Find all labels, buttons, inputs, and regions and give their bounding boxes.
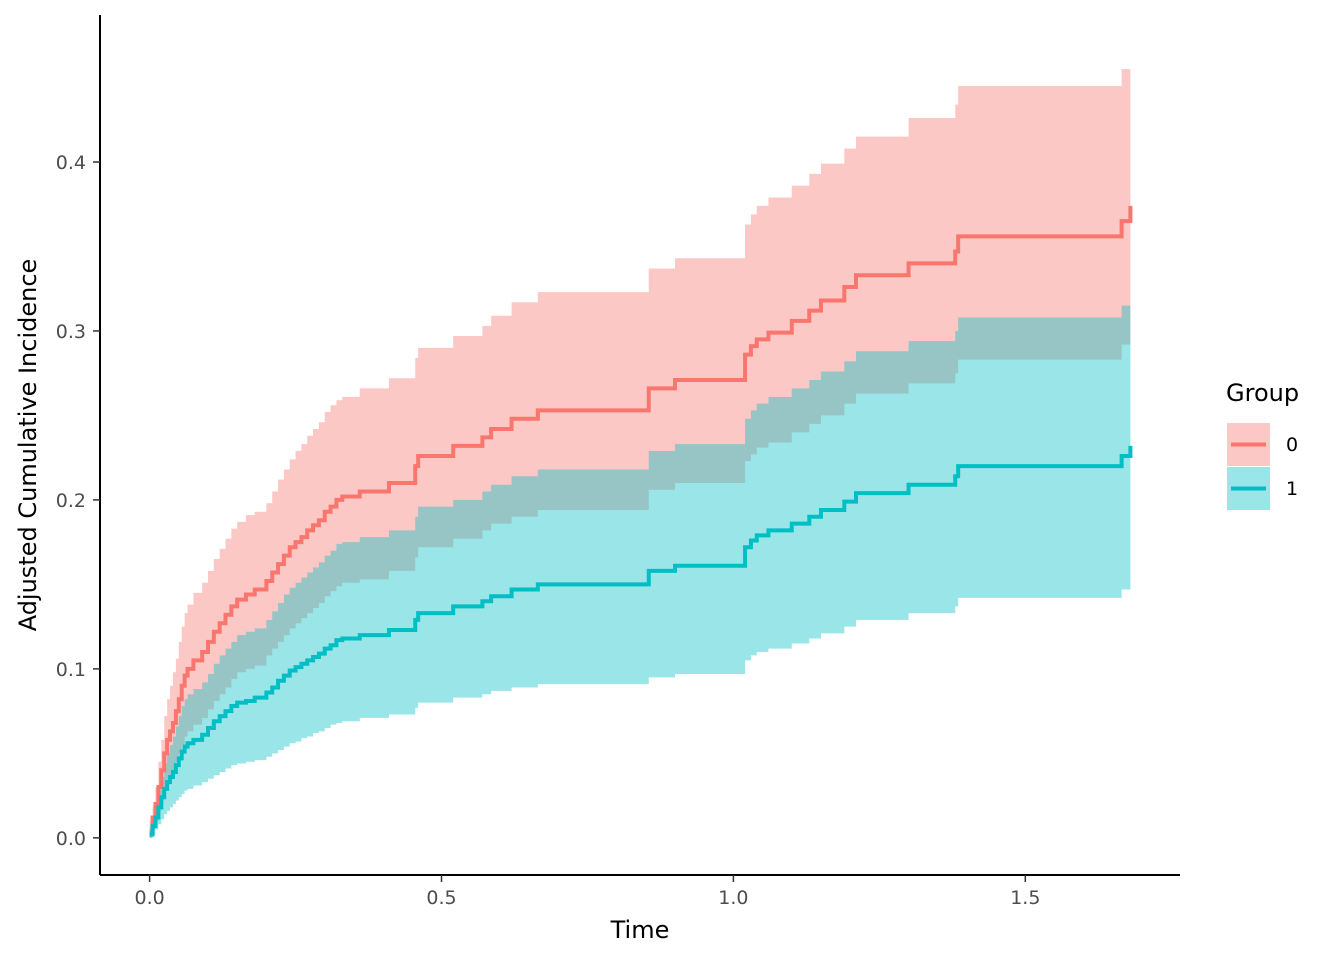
- incidence-line-group-1: [149, 445, 1133, 837]
- confidence-bands: [149, 50, 1131, 838]
- x-tick-label: 0.5: [426, 887, 456, 909]
- legend-label-1: 1: [1286, 478, 1298, 500]
- x-tick-label: 1.0: [718, 887, 748, 909]
- x-ticks: 0.0 0.5 1.0 1.5: [135, 875, 1040, 909]
- x-axis-title: Time: [610, 916, 670, 944]
- y-tick-label: 0.0: [56, 828, 86, 850]
- y-tick-label: 0.1: [56, 659, 86, 681]
- y-tick-label: 0.2: [56, 490, 86, 512]
- x-tick-label: 1.5: [1010, 887, 1040, 909]
- y-tick-label: 0.3: [56, 321, 86, 343]
- y-tick-label: 0.4: [56, 152, 86, 174]
- legend-label-0: 0: [1286, 434, 1298, 456]
- legend-title: Group: [1226, 379, 1299, 407]
- axes: [99, 15, 1180, 876]
- incidence-line-group-0: [149, 205, 1133, 835]
- incidence-lines: [149, 205, 1133, 837]
- confidence-band-group-0: [149, 50, 1131, 838]
- x-tick-label: 0.0: [135, 887, 165, 909]
- confidence-band-group-1: [149, 292, 1131, 838]
- legend: Group 0 1: [1226, 379, 1299, 510]
- y-ticks: 0.0 0.1 0.2 0.3 0.4: [56, 152, 100, 850]
- y-axis-title: Adjusted Cumulative Incidence: [14, 259, 42, 632]
